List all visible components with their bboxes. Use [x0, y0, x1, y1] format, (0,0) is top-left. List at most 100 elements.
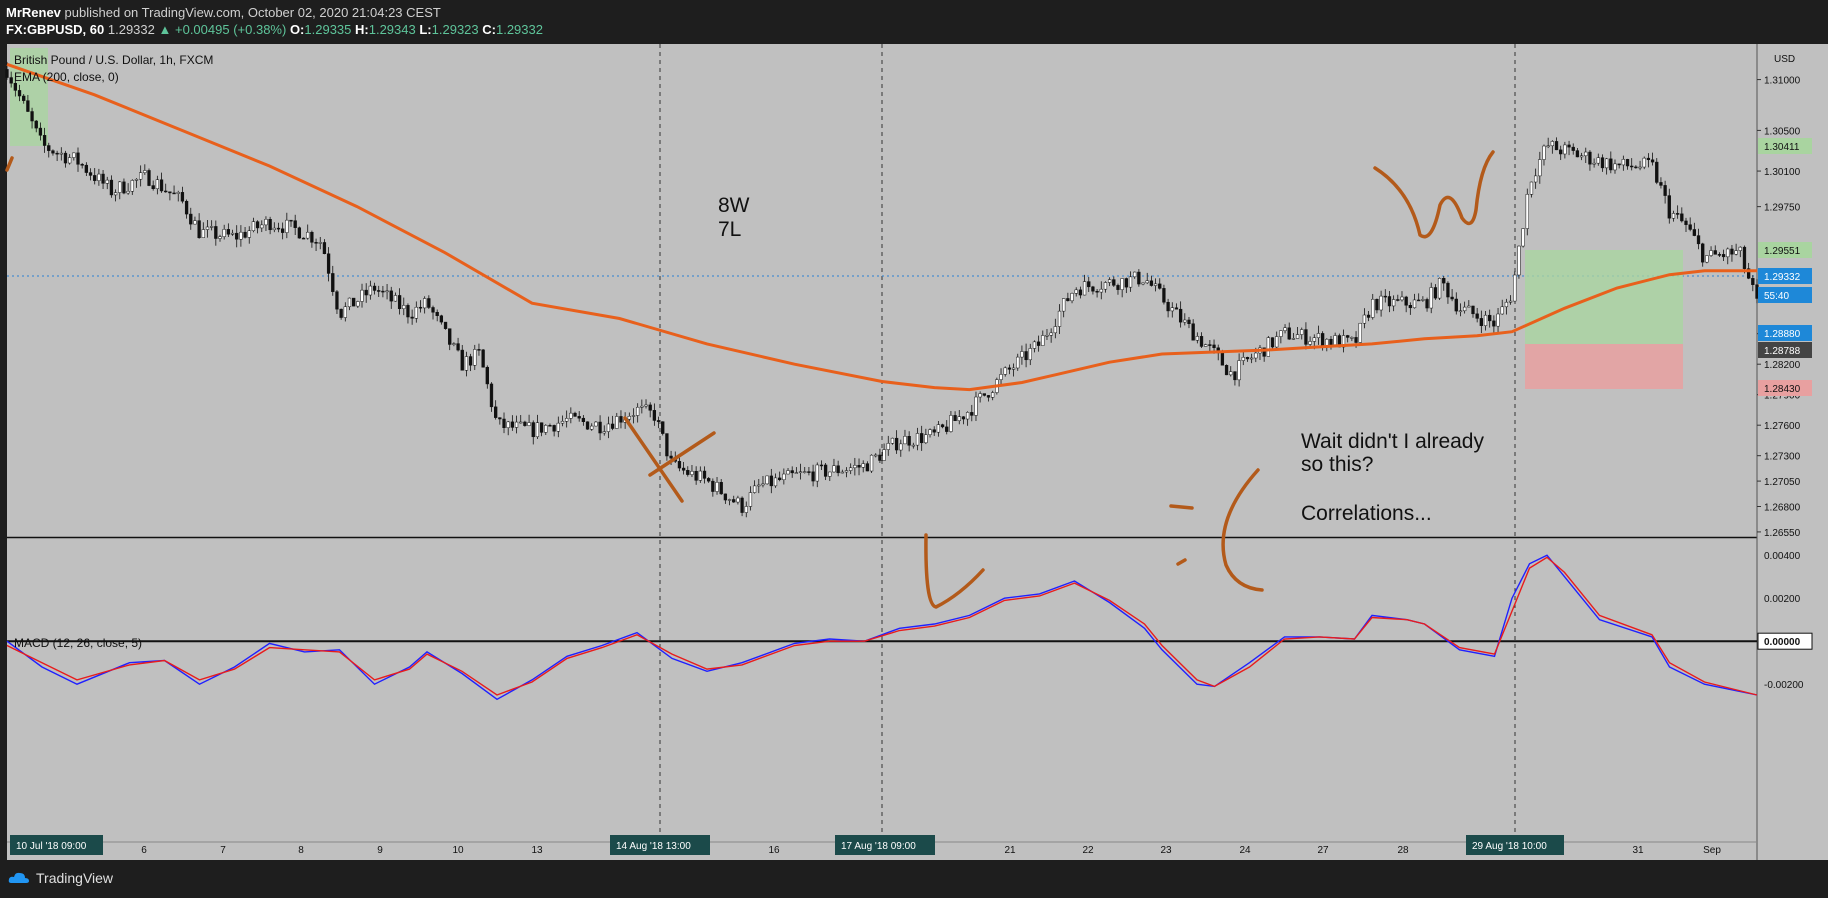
candle — [1671, 213, 1676, 219]
candle — [113, 192, 118, 196]
price-tag-bid[interactable] — [1758, 342, 1812, 358]
price-tag-target[interactable] — [1758, 242, 1812, 258]
candle — [1579, 155, 1584, 158]
time-tick-label: Sep — [1703, 845, 1721, 856]
candle — [606, 423, 611, 432]
author-name[interactable]: MrRenev — [6, 5, 61, 20]
candle — [773, 477, 778, 487]
candle — [1404, 296, 1408, 306]
candle — [189, 213, 193, 225]
candle — [59, 152, 63, 155]
price-tick-label: 1.26550 — [1764, 528, 1801, 539]
candle — [326, 253, 331, 274]
candle — [1045, 334, 1049, 337]
candle — [982, 393, 986, 396]
candle — [352, 297, 356, 307]
candle — [1283, 327, 1287, 331]
candle — [665, 433, 669, 457]
candle — [1751, 278, 1755, 285]
price-tag-entry[interactable] — [1758, 325, 1812, 341]
price-tag-countdown[interactable] — [1758, 287, 1812, 303]
time-tick-label: 22 — [1082, 845, 1094, 856]
candle — [556, 422, 560, 432]
candle — [961, 416, 966, 420]
price-axis[interactable] — [1757, 44, 1828, 860]
candle — [1141, 282, 1145, 285]
candle — [945, 426, 949, 432]
candle — [1137, 271, 1141, 285]
macd-pane-title: MACD (12, 26, close, 5) — [14, 636, 142, 650]
candles-group — [5, 61, 1759, 518]
candle — [1500, 306, 1504, 315]
time-tick-label: 8 — [298, 845, 304, 856]
drawing-w-shape — [1373, 150, 1495, 239]
annotation-text-line: so this? — [1301, 453, 1373, 476]
price-change: +0.00495 (+0.38%) — [175, 22, 287, 37]
candle — [1692, 229, 1697, 236]
candle — [882, 449, 886, 461]
candle — [210, 226, 214, 228]
candle — [251, 221, 256, 232]
price-tag-stop-loss[interactable] — [1758, 380, 1812, 396]
candle — [1421, 299, 1425, 301]
candle — [978, 393, 982, 398]
candle — [1625, 159, 1630, 167]
candle — [861, 463, 865, 468]
candle — [1504, 301, 1509, 308]
candle — [1437, 278, 1442, 299]
price-tag-last[interactable] — [1758, 268, 1812, 284]
candle — [47, 145, 51, 151]
candle — [1462, 306, 1467, 312]
symbol-label[interactable]: FX:GBPUSD, 60 — [6, 22, 105, 37]
candle — [669, 455, 673, 459]
tradingview-logo[interactable]: TradingView — [8, 870, 113, 886]
candle — [1354, 337, 1358, 343]
candle — [80, 164, 84, 166]
candle — [1442, 278, 1446, 284]
candle — [924, 434, 928, 444]
candle — [1220, 352, 1225, 366]
candle — [1667, 195, 1671, 219]
time-tick-label: 13 — [531, 845, 543, 856]
candle — [1087, 281, 1091, 288]
candle — [264, 219, 268, 226]
macd-tick-label: -0.00200 — [1764, 680, 1804, 691]
candle — [523, 421, 527, 426]
candle — [1688, 224, 1692, 230]
candle — [1575, 150, 1580, 158]
candle — [5, 69, 9, 78]
candle — [230, 232, 235, 235]
candle — [63, 152, 68, 164]
candle — [1600, 157, 1605, 169]
candle — [840, 471, 844, 474]
candle — [1550, 141, 1554, 147]
candle — [281, 228, 285, 233]
candle — [218, 236, 222, 239]
candle — [928, 429, 932, 435]
candle — [414, 306, 418, 319]
price-tag-take-profit[interactable] — [1758, 138, 1812, 154]
candle — [552, 425, 556, 432]
time-tick-label: 10 — [452, 845, 464, 856]
candle — [1655, 161, 1659, 183]
candle — [97, 173, 101, 181]
candle — [1074, 289, 1078, 294]
candle — [260, 224, 264, 229]
candle — [828, 471, 832, 477]
time-highlight-badge — [610, 835, 710, 855]
candle — [368, 285, 373, 296]
candle — [385, 290, 389, 293]
candle — [832, 465, 836, 473]
candle — [894, 437, 899, 451]
candle — [886, 443, 890, 450]
change-up-icon: ▲ — [158, 22, 172, 37]
candle — [965, 412, 970, 420]
candle — [147, 170, 151, 186]
candle — [769, 475, 773, 487]
candle — [782, 473, 786, 481]
candle — [1166, 301, 1170, 312]
candle — [1178, 308, 1183, 323]
candle — [1371, 298, 1375, 318]
candle — [1329, 338, 1333, 345]
